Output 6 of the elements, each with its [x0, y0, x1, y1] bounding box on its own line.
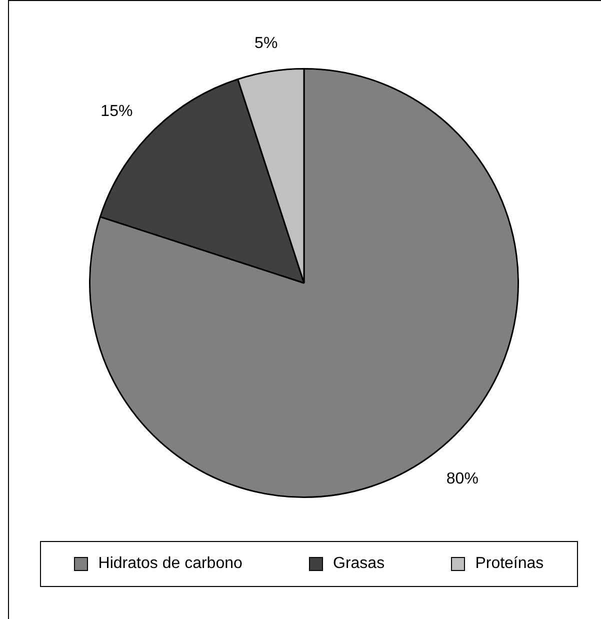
- legend-label: Grasas: [333, 555, 385, 573]
- legend-label: Proteínas: [475, 555, 544, 573]
- legend-label: Hidratos de carbono: [98, 555, 242, 573]
- data-label: 15%: [100, 103, 133, 120]
- data-label: 80%: [446, 470, 478, 488]
- data-label: 5%: [254, 35, 278, 52]
